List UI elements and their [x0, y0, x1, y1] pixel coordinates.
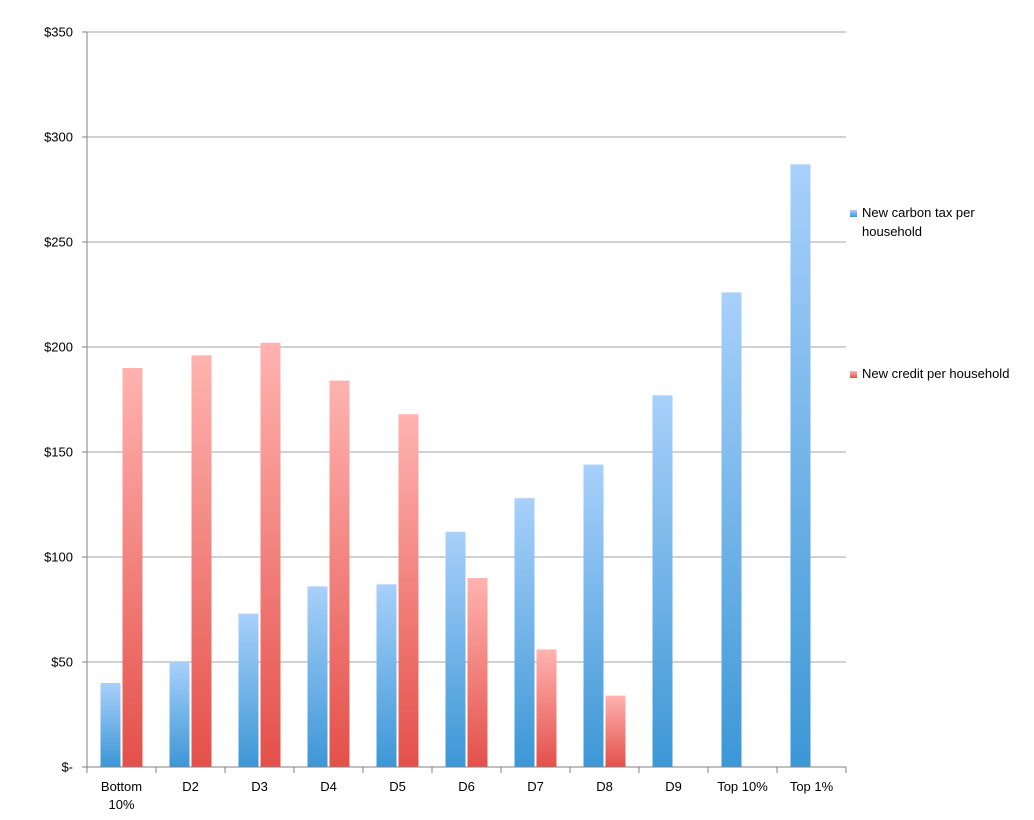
y-tick-label: $250	[44, 235, 73, 250]
y-tick-label: $150	[44, 445, 73, 460]
y-tick-label: $350	[44, 25, 73, 40]
x-axis-tick-labels: Bottom 10% D2 D3 D4 D5 D6 D7 D8 D9 Top 10% Top 1%	[101, 779, 834, 812]
gridlines	[87, 31, 846, 663]
bar-credit	[536, 649, 557, 767]
y-tick-label: $200	[44, 340, 73, 355]
bar-carbon-tax	[100, 683, 121, 767]
legend-label: New credit per household	[862, 366, 1009, 381]
x-tick-label: D5	[389, 779, 406, 794]
bar-credit	[329, 380, 350, 767]
x-tick-label: Bottom 10%	[101, 779, 142, 812]
legend-label: New carbon tax per household	[862, 205, 975, 239]
x-tick-label: D4	[320, 779, 337, 794]
bar-credit	[467, 578, 488, 767]
y-tick-label: $100	[44, 550, 73, 565]
bar-carbon-tax	[583, 464, 604, 767]
x-tick-label: D2	[182, 779, 199, 794]
y-tick-label: $50	[51, 655, 73, 670]
bar-carbon-tax	[790, 164, 811, 768]
bar-carbon-tax	[445, 531, 466, 767]
y-axis-tick-labels: $- $50 $100 $150 $200 $250 $300 $350	[44, 25, 73, 775]
x-tick-label: D6	[458, 779, 475, 794]
y-tick-label: $300	[44, 130, 73, 145]
legend-swatch	[850, 210, 857, 217]
bar-credit	[191, 355, 212, 767]
bar-carbon-tax	[169, 662, 190, 767]
bar-carbon-tax	[721, 292, 742, 767]
legend-swatch	[850, 371, 857, 378]
bar-carbon-tax	[652, 395, 673, 767]
x-tick-label: D8	[596, 779, 613, 794]
bar-carbon-tax	[238, 613, 259, 767]
x-tick-label: D9	[665, 779, 682, 794]
y-tick-label: $-	[61, 760, 73, 775]
bar-carbon-tax	[376, 584, 397, 767]
bar-credit	[605, 695, 626, 767]
axes	[82, 31, 847, 773]
legend: New carbon tax per household New credit pe…	[850, 205, 1009, 381]
x-tick-label: Top 10%	[717, 779, 768, 794]
bar-credit	[398, 414, 419, 767]
x-tick-label: D7	[527, 779, 544, 794]
bar-carbon-tax	[514, 498, 535, 767]
x-tick-label: D3	[251, 779, 268, 794]
bar-credit	[260, 342, 281, 767]
bars	[100, 164, 811, 768]
bar-credit	[122, 368, 143, 767]
x-tick-label: Top 1%	[790, 779, 834, 794]
bar-carbon-tax	[307, 586, 328, 767]
